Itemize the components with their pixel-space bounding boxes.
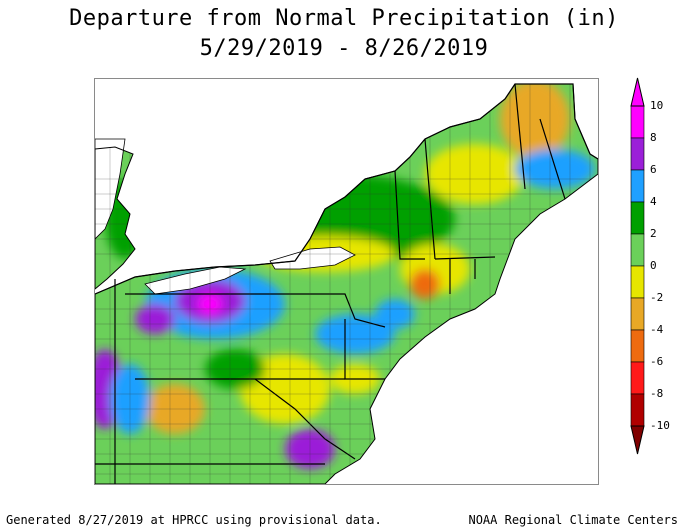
legend-bin <box>630 169 645 203</box>
generation-note: Generated 8/27/2019 at HPRCC using provi… <box>6 513 382 527</box>
legend-top-arrow <box>630 77 645 107</box>
legend-tick-label: 4 <box>650 195 657 208</box>
precipitation-map <box>94 78 599 485</box>
legend-bin <box>630 361 645 395</box>
legend-bin <box>630 393 645 427</box>
legend-bin <box>630 265 645 299</box>
legend-bin <box>630 137 645 171</box>
date-range-subtitle: 5/29/2019 - 8/26/2019 <box>199 36 489 61</box>
legend-colorbar <box>630 77 645 455</box>
map-title: Departure from Normal Precipitation (in) <box>69 6 619 31</box>
legend-tick-label: 2 <box>650 227 657 240</box>
legend-tick-label: 8 <box>650 131 657 144</box>
legend-tick-label: 10 <box>650 99 664 112</box>
legend-tick-label: 0 <box>650 259 657 272</box>
legend-bottom-arrow <box>630 425 645 455</box>
legend-bin <box>630 297 645 331</box>
legend-tick-label: -10 <box>650 419 670 432</box>
legend-tick-label: 6 <box>650 163 657 176</box>
source-credit: NOAA Regional Climate Centers <box>468 513 678 527</box>
map-canvas <box>95 83 598 484</box>
legend-tick-label: -2 <box>650 291 664 304</box>
legend-tick-label: -6 <box>650 355 664 368</box>
color-legend: 10 8 6 4 2 0 -2 -4 -6 -8 -10 <box>626 76 686 456</box>
county-lines <box>95 84 598 484</box>
legend-tick-label: -8 <box>650 387 664 400</box>
legend-bin <box>630 201 645 235</box>
legend-bin <box>630 105 645 139</box>
legend-tick-label: -4 <box>650 323 664 336</box>
lake-ontario <box>269 246 356 270</box>
legend-bin <box>630 233 645 267</box>
legend-bin <box>630 329 645 363</box>
